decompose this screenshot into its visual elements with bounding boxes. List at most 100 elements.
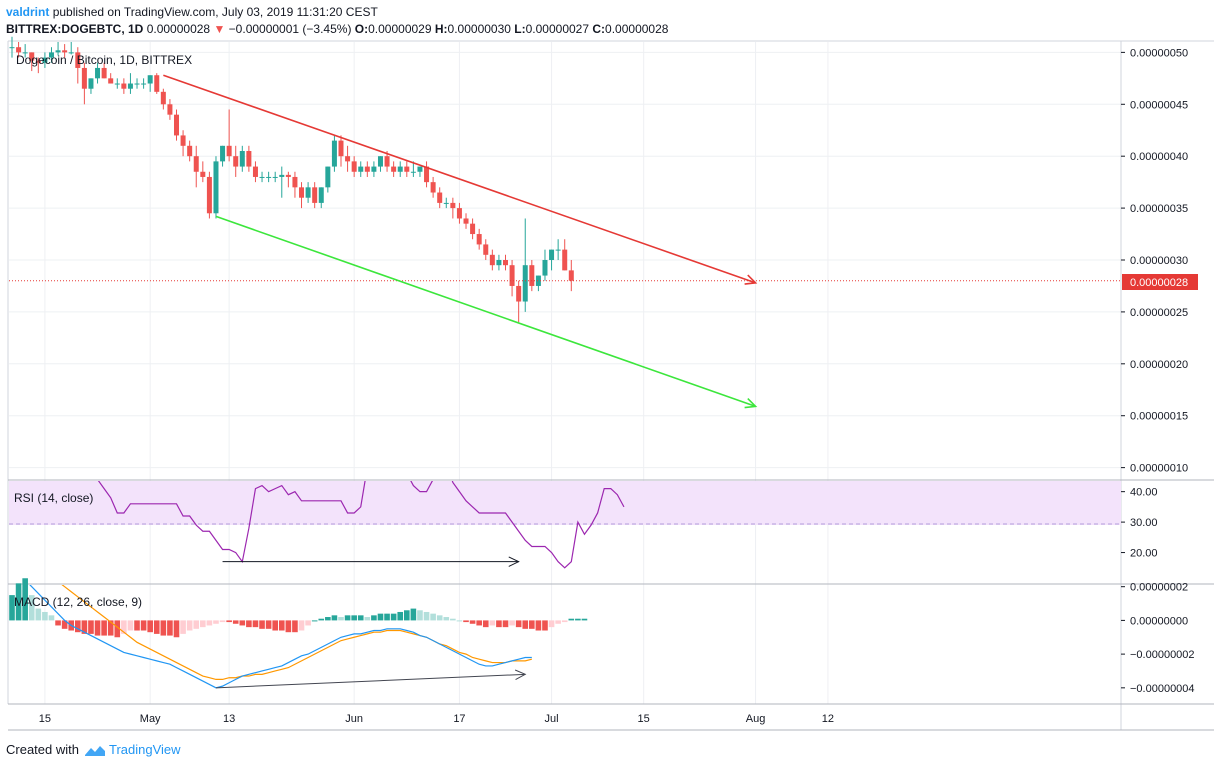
candle-body <box>180 135 186 146</box>
macd-axis-label: −0.00000002 <box>1130 649 1195 661</box>
macd-histogram-bar <box>529 620 535 629</box>
candle-body <box>101 67 107 79</box>
candle-body <box>417 166 423 172</box>
candle-body <box>246 151 252 167</box>
macd-histogram-bar <box>259 620 265 629</box>
macd-histogram-bar <box>101 620 107 636</box>
candle-body <box>233 156 239 167</box>
candle-body <box>509 265 515 286</box>
candle-body <box>81 67 87 89</box>
time-axis-label: 12 <box>822 713 834 725</box>
symbol-ohlc-bar: BITTREX:DOGEBTC, 1D 0.00000028 ▼ −0.0000… <box>6 22 668 36</box>
rsi-axis-label: 20.00 <box>1130 548 1158 560</box>
time-axis-label: Aug <box>746 713 766 725</box>
close-value: 0.00000028 <box>605 22 669 36</box>
candle-body <box>252 166 258 177</box>
candle-body <box>371 166 377 172</box>
macd-histogram-bar <box>232 620 239 624</box>
macd-histogram-bar <box>443 617 450 621</box>
created-with-text: Created with <box>6 742 79 757</box>
candle-body <box>299 187 305 198</box>
candle-body <box>167 104 173 115</box>
macd-histogram-bar <box>134 620 140 631</box>
down-arrow-icon: ▼ <box>213 22 226 36</box>
time-axis-label: Jul <box>545 713 559 725</box>
price-axis-label: 0.00000045 <box>1130 99 1188 111</box>
macd-histogram-bar <box>568 618 575 621</box>
macd-histogram-bar <box>193 620 200 629</box>
candle-body <box>325 166 331 188</box>
macd-axis-label: 0.00000002 <box>1130 582 1188 594</box>
macd-histogram-bar <box>384 613 390 621</box>
candle-body <box>549 249 555 260</box>
price-change: −0.00000001 (−3.45%) <box>228 22 352 36</box>
tradingview-brand[interactable]: TradingView <box>108 742 181 757</box>
macd-histogram-bar <box>417 610 423 621</box>
macd-histogram-bar <box>81 620 88 634</box>
rsi-divergence-line-arrowhead <box>508 556 520 567</box>
macd-divergence-line-arrowhead <box>514 669 527 680</box>
macd-histogram-bar <box>561 620 568 623</box>
macd-histogram-bar <box>581 618 588 621</box>
rsi-pane <box>97 481 625 569</box>
close-label: C: <box>592 22 606 36</box>
price-axis-label: 0.00000035 <box>1130 203 1188 215</box>
candle-body <box>318 187 324 203</box>
macd-histogram-bar <box>404 610 410 621</box>
macd-histogram-bar <box>94 620 101 636</box>
candle-body <box>450 202 456 209</box>
rsi-axis-label: 40.00 <box>1130 487 1158 499</box>
macd-histogram-bar <box>127 620 134 631</box>
macd-histogram-bar <box>114 620 121 638</box>
candle-body <box>456 208 462 219</box>
candle-body <box>55 50 61 53</box>
candle-body <box>62 50 68 53</box>
macd-pane <box>9 578 588 689</box>
candle-body <box>141 83 147 85</box>
candle-body <box>42 57 48 63</box>
macd-histogram-bar <box>390 613 397 621</box>
annotations[interactable] <box>163 74 758 689</box>
macd-axis-label: −0.00000004 <box>1130 683 1195 695</box>
macd-histogram-bar <box>298 620 305 631</box>
candle-body <box>272 176 278 178</box>
macd-histogram-bar <box>15 583 22 621</box>
candle-body <box>430 182 436 193</box>
candle-body <box>75 52 81 68</box>
macd-divergence-line <box>215 673 526 689</box>
current-price-label: 0.00000028 <box>1130 277 1188 289</box>
macd-axis-label: 0.00000000 <box>1130 615 1188 627</box>
macd-histogram-bar <box>186 620 193 631</box>
macd-histogram-bar <box>476 620 482 626</box>
tradingview-logo-icon <box>84 745 105 756</box>
candle-body <box>160 91 166 105</box>
candle-body <box>463 218 469 224</box>
macd-histogram-bar <box>28 595 35 621</box>
macd-histogram-bar <box>338 617 344 621</box>
price-axis-label: 0.00000050 <box>1130 47 1188 59</box>
candle-body <box>535 275 541 286</box>
macd-histogram-bar <box>153 620 160 634</box>
macd-histogram-bar <box>364 617 371 621</box>
candle-body <box>95 67 101 79</box>
macd-histogram-bar <box>121 620 127 634</box>
candle-body <box>489 254 495 266</box>
rsi-line <box>97 481 625 569</box>
candle-body <box>358 166 364 172</box>
candle-body <box>443 202 449 204</box>
macd-histogram-bar <box>61 620 68 629</box>
grid-lines <box>9 42 1121 704</box>
candle-body <box>345 156 351 162</box>
price-axis-label: 0.00000030 <box>1130 255 1188 267</box>
macd-histogram-bar <box>75 620 81 633</box>
candle-body <box>503 260 508 266</box>
macd-histogram-bar <box>147 620 153 633</box>
author-link[interactable]: valdrint <box>6 5 50 19</box>
upper-channel-line <box>163 74 756 284</box>
candle-body <box>16 47 22 53</box>
macd-histogram-bar <box>22 578 28 621</box>
macd-histogram-bar <box>180 620 186 634</box>
price-axis-label: 0.00000010 <box>1130 463 1188 475</box>
macd-histogram-bar <box>200 620 206 628</box>
